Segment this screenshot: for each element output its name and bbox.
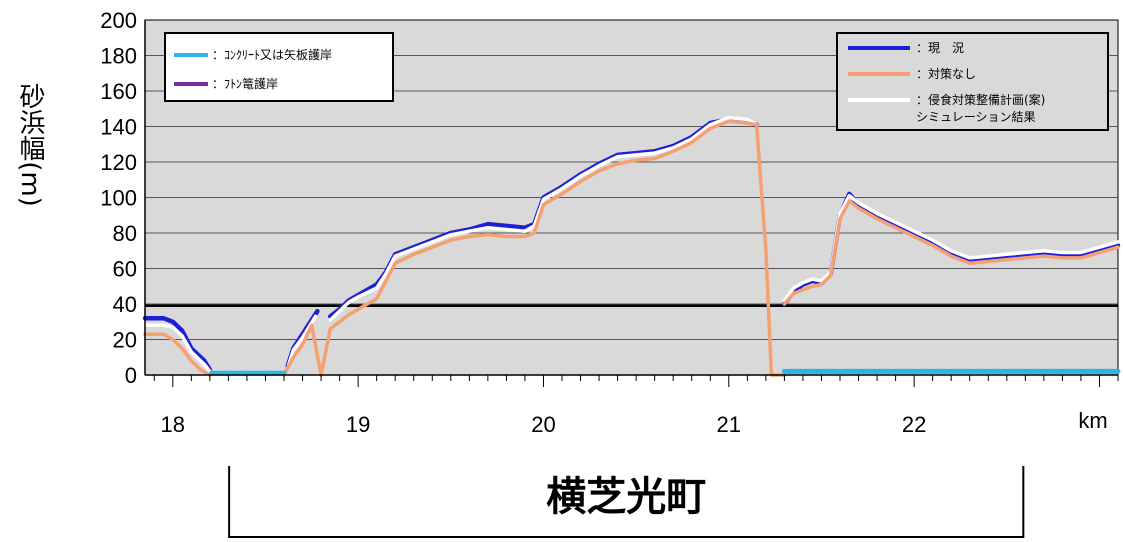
y-tick-label-60: 60 [113, 257, 137, 282]
series-line-2-seg-2 [782, 199, 1120, 306]
legend-right: ：現 況 ：対策なし ：侵食対策整備計画(案) シミュレーション結果 [836, 32, 1109, 131]
axes-group: 0 20 40 60 80 100 120 140 160 180 200 18 19 20 21 22 [100, 8, 1119, 437]
y-axis-label: 砂浜幅(m) [15, 83, 45, 207]
region-label: 横芝光町 [546, 474, 706, 520]
legend-label-concrete: ：ｺﾝｸﾘｰﾄ又は矢板護岸 [212, 47, 332, 62]
x-tick-label-22: 22 [902, 412, 926, 437]
legend-label-plan: ：侵食対策整備計画(案) [916, 92, 1045, 107]
y-tick-label-160: 160 [100, 79, 137, 104]
y-tick-label-100: 100 [100, 186, 137, 211]
legend-label-futon: ：ﾌﾄﾝ篭護岸 [212, 76, 278, 91]
y-tick-label-20: 20 [113, 328, 137, 353]
series-line-1-seg-0 [143, 323, 212, 374]
y-tick-label-140: 140 [100, 115, 137, 140]
y-tick-label-180: 180 [100, 44, 137, 69]
series-group [142, 115, 1121, 377]
legend-label-current: ：現 況 [916, 40, 964, 55]
series-line-1-seg-3 [782, 193, 1120, 303]
y-tick-label-40: 40 [113, 292, 137, 317]
y-tick-label-80: 80 [113, 221, 137, 246]
legend-label-no-measures: ：対策なし [916, 67, 976, 81]
y-tick-label-120: 120 [100, 150, 137, 175]
region-bracket: 横芝光町 [228, 466, 1025, 538]
x-tick-label-21: 21 [717, 412, 741, 437]
x-tick-label-19: 19 [346, 412, 370, 437]
series-line-2-seg-0 [143, 332, 212, 377]
series-line-0-seg-0 [142, 315, 213, 372]
x-tick-label-18: 18 [161, 412, 185, 437]
legend-label-plan-line2: シミュレーション結果 [916, 110, 1036, 124]
series-line-2-seg-1 [282, 119, 787, 377]
y-tick-label-200: 200 [100, 8, 137, 33]
series-line-1-seg-2 [328, 115, 759, 322]
x-axis-unit-label: km [1078, 408, 1107, 433]
y-tick-label-0: 0 [125, 363, 137, 388]
legend-left: ：ｺﾝｸﾘｰﾄ又は矢板護岸 ：ﾌﾄﾝ篭護岸 [164, 32, 394, 102]
x-tick-label-20: 20 [531, 412, 555, 437]
svg-text:砂浜幅(m): 砂浜幅(m) [15, 83, 45, 207]
